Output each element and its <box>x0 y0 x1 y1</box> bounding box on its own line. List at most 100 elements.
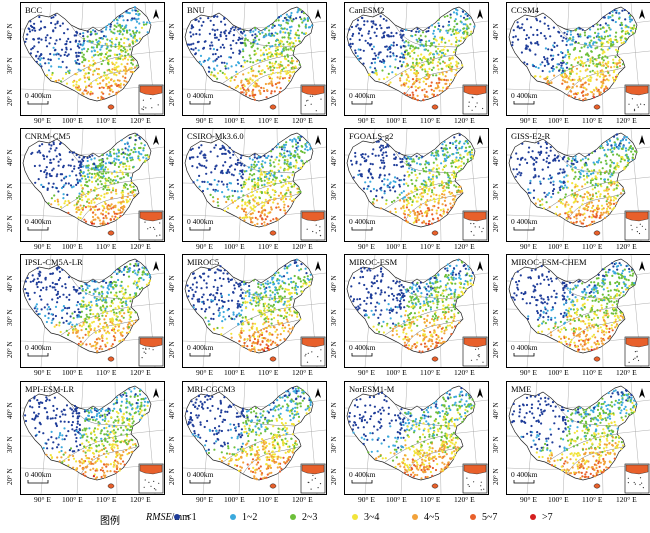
station-point <box>421 214 424 218</box>
station-point <box>250 70 253 73</box>
station-point <box>117 158 120 162</box>
station-point <box>81 199 84 202</box>
station-point <box>142 147 145 150</box>
station-point <box>241 177 244 180</box>
station-point <box>567 38 570 42</box>
station-point <box>78 40 81 43</box>
station-point <box>553 154 556 157</box>
station-point <box>389 81 392 84</box>
station-point <box>442 190 445 193</box>
station-point <box>55 39 58 42</box>
station-point <box>92 162 96 165</box>
station-point <box>612 188 615 192</box>
station-point <box>454 73 457 76</box>
station-point <box>571 182 574 185</box>
station-point <box>444 53 447 56</box>
station-point <box>228 151 231 154</box>
map-panel: CCSM4 0 400km 40° N 30° N 20° N 90° E 100° E 11… <box>492 2 650 128</box>
station-point <box>386 34 389 37</box>
station-point <box>122 184 126 187</box>
station-point <box>284 209 287 212</box>
station-point <box>263 28 266 31</box>
station-point <box>412 158 415 161</box>
station-point <box>448 191 451 194</box>
station-point <box>241 216 244 220</box>
station-point <box>259 92 262 95</box>
station-point <box>99 222 102 225</box>
station-point <box>612 153 615 156</box>
station-point <box>252 38 255 42</box>
station-point <box>269 34 272 37</box>
station-point <box>512 29 515 32</box>
station-point <box>450 162 453 165</box>
station-point <box>435 175 438 178</box>
station-point <box>619 192 623 195</box>
station-point <box>91 215 95 219</box>
station-point <box>574 185 577 188</box>
station-point <box>42 57 45 60</box>
station-point <box>213 68 216 71</box>
map-frame: CCSM4 0 400km <box>506 2 650 116</box>
china-outline <box>346 6 476 102</box>
station-point <box>419 66 422 69</box>
station-point <box>68 306 71 309</box>
station-point <box>236 159 239 162</box>
station-points <box>186 8 313 101</box>
station-point <box>611 14 614 17</box>
station-point <box>194 53 197 56</box>
station-point <box>581 83 584 86</box>
station-point <box>117 57 120 60</box>
station-point <box>95 180 98 183</box>
station-point <box>534 202 537 205</box>
station-point <box>591 220 594 223</box>
station-point <box>98 208 101 211</box>
station-point <box>77 42 80 46</box>
station-point <box>593 186 597 189</box>
station-point <box>532 65 536 68</box>
station-point <box>356 19 360 22</box>
station-point <box>431 42 434 45</box>
station-point <box>539 182 542 185</box>
station-point <box>565 37 568 40</box>
station-point <box>279 87 282 90</box>
station-point <box>29 52 32 55</box>
station-point <box>46 187 49 190</box>
station-point <box>254 184 257 187</box>
station-point <box>99 162 102 165</box>
station-point <box>100 86 104 89</box>
station-point <box>610 147 614 150</box>
station-point <box>383 178 386 181</box>
station-point <box>386 185 389 188</box>
station-point <box>544 47 547 50</box>
scale-label: 0 400km <box>187 91 214 100</box>
station-point <box>295 143 298 146</box>
station-point <box>81 190 84 193</box>
station-point <box>455 8 458 11</box>
station-point <box>107 171 110 174</box>
latitude-label: 30° N <box>168 183 176 200</box>
station-point <box>581 158 584 161</box>
station-point <box>457 159 460 162</box>
station-point <box>90 220 93 223</box>
station-point <box>284 168 287 171</box>
station-point <box>286 28 289 31</box>
station-point <box>196 155 199 158</box>
station-point <box>54 23 57 26</box>
station-point <box>241 84 244 87</box>
scale-label: 0 400km <box>511 91 538 100</box>
station-point <box>617 147 620 150</box>
station-point <box>261 59 264 62</box>
station-point <box>273 24 276 27</box>
station-point <box>382 77 386 80</box>
station-point <box>49 58 52 62</box>
station-point <box>610 66 613 69</box>
station-point <box>626 164 629 167</box>
station-point <box>389 51 392 54</box>
station-point <box>221 146 224 149</box>
longitude-label: 120° E <box>454 116 475 125</box>
station-point <box>105 210 108 214</box>
longitude-label: 110° E <box>96 242 117 251</box>
station-point <box>114 215 117 218</box>
station-point <box>287 43 290 46</box>
station-point <box>394 211 397 214</box>
